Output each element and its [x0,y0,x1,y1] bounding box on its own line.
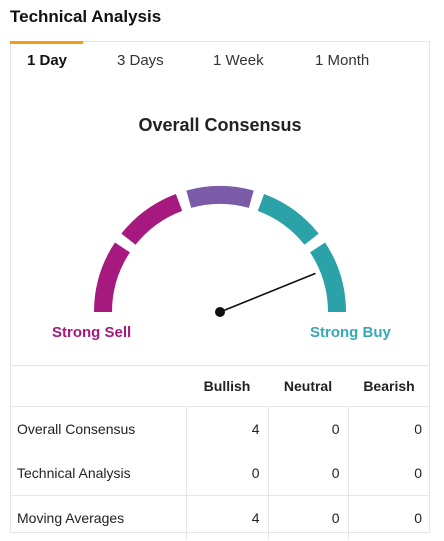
gauge-segment [309,242,346,313]
bearish-value: 0 [414,510,422,526]
neutral-value: 0 [268,406,349,451]
consensus-table: Bullish Neutral Bearish Overall Consensu… [10,365,430,540]
row-label: Moving Averages [10,495,187,540]
bullish-value: 0 [186,451,269,496]
neutral-value: 0 [268,495,349,540]
gauge-pivot [215,307,225,317]
column-header-bullish: Bullish [203,378,251,394]
bearish-value: 0 [414,465,422,481]
strong-buy-label: Strong Buy [310,324,391,341]
table-row: Overall Consensus 4 0 0 [10,406,430,451]
bullish-value: 4 [186,406,269,451]
tab-1-day[interactable]: 1 Day [27,52,68,69]
neutral-value: 0 [268,451,349,496]
active-tab-indicator [10,41,83,44]
bearish-value: 0 [414,421,422,437]
table-row: Technical Analysis 0 0 0 [10,451,430,496]
table-header-blank [10,366,186,407]
row-label: Overall Consensus [10,406,187,451]
column-header-neutral: Neutral [283,378,333,394]
gauge-segment [186,186,254,208]
consensus-title: Overall Consensus [138,115,302,135]
tab-1-week[interactable]: 1 Week [213,52,264,69]
strong-sell-label: Strong Sell [52,324,132,341]
table-row: Moving Averages 4 0 0 [10,495,430,540]
table-header-row: Bullish Neutral Bearish [10,365,430,407]
tab-1-month[interactable]: 1 Month [315,52,370,69]
gauge-segment [121,193,183,245]
page-title: Technical Analysis [10,7,162,26]
timeframe-tabs: 1 Day 3 Days 1 Week 1 Month [10,52,430,74]
tab-3-days[interactable]: 3 Days [117,52,164,69]
gauge-segment [257,193,319,245]
bullish-value: 4 [186,495,269,540]
row-label: Technical Analysis [10,451,187,496]
gauge-segment [94,242,131,313]
gauge-needle [219,272,316,313]
column-header-bearish: Bearish [363,378,415,394]
